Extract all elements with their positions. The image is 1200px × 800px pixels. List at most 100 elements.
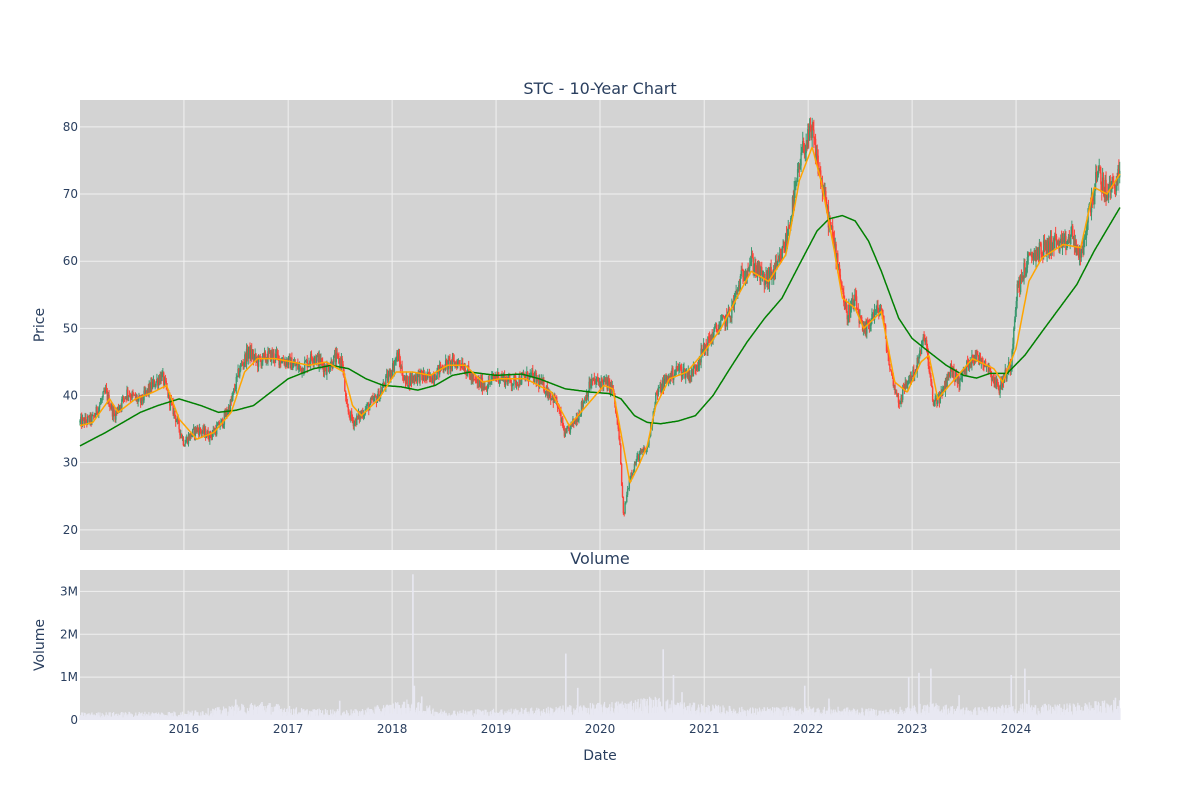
candle-body (1053, 240, 1055, 249)
candle-body (551, 395, 554, 399)
candle-body (847, 315, 849, 320)
candle-body (225, 410, 227, 417)
candle-body (327, 365, 330, 372)
candle-body (311, 359, 314, 362)
candle-body (866, 320, 869, 324)
candle-body (215, 429, 217, 435)
candle-body (386, 373, 388, 376)
volume-bar-spike (907, 677, 910, 720)
candle-body (212, 430, 214, 434)
candle-body (524, 376, 526, 379)
candle-body (957, 376, 959, 384)
candle-body (1034, 250, 1036, 261)
candle-body (834, 244, 836, 249)
candle-body (902, 388, 904, 400)
candle-body (192, 427, 195, 430)
x-tick-label: 2022 (793, 722, 824, 736)
candle-body (936, 398, 938, 405)
volume-bars (79, 574, 1121, 720)
candle-body (484, 386, 486, 388)
candle-body (476, 380, 478, 384)
candle-body (711, 335, 713, 341)
candle-body (315, 357, 317, 362)
candle-body (593, 377, 596, 382)
candle-body (117, 407, 120, 412)
candle-body (474, 379, 477, 381)
candle-body (561, 417, 564, 427)
candle-body (729, 316, 731, 318)
candle-body (397, 354, 400, 361)
candle-body (286, 360, 288, 366)
candle-body (390, 373, 392, 378)
candle-body (405, 375, 408, 382)
volume-bar (909, 708, 911, 720)
volume-bar (647, 705, 649, 720)
candle-body (313, 358, 315, 363)
candle-body (638, 453, 641, 461)
candle-body (483, 386, 485, 388)
candle-body (1010, 366, 1012, 371)
candle-body (943, 386, 945, 387)
volume-bar (588, 708, 590, 720)
candle-body (833, 238, 836, 249)
candle-body (556, 404, 559, 408)
candle-body (370, 399, 373, 400)
candle-body (713, 329, 715, 336)
candle-body (507, 379, 509, 384)
candle-body (89, 414, 91, 422)
candle-body (582, 402, 584, 407)
candle-body (615, 412, 618, 416)
volume-bar (890, 708, 892, 720)
candle-body (963, 369, 965, 374)
candle-body (948, 373, 950, 376)
candle-body (436, 369, 438, 380)
candle-body (1084, 238, 1087, 240)
candle-body (896, 392, 898, 395)
candle-body (632, 470, 635, 473)
volume-bar (404, 701, 406, 720)
candle-body (378, 390, 380, 401)
candle-body (126, 389, 128, 399)
candle-body (250, 349, 252, 359)
candle-body (347, 406, 349, 412)
candle-body (636, 455, 638, 462)
candle-body (698, 359, 701, 366)
volume-bar (785, 707, 787, 720)
candle-body (693, 365, 695, 368)
candle-body (114, 414, 116, 420)
candle-body (968, 365, 971, 367)
candle-body (113, 409, 115, 415)
candle-body (990, 374, 993, 381)
volume-bar (799, 708, 802, 720)
candle-body (246, 348, 249, 359)
candle-body (874, 310, 877, 312)
candle-body (912, 369, 914, 377)
candle-body (825, 191, 827, 202)
candle-body (389, 370, 391, 378)
candle-body (694, 365, 696, 370)
candle-body (1093, 195, 1095, 201)
volume-bar (786, 706, 788, 720)
candle-body (620, 444, 622, 464)
candle-body (525, 375, 527, 379)
candle-body (1048, 241, 1051, 252)
volume-bar (165, 714, 167, 720)
candle-body (996, 380, 999, 385)
candle-body (920, 344, 923, 355)
candle-body (1013, 319, 1016, 329)
candle-body (238, 368, 240, 377)
volume-bar (210, 713, 213, 720)
candle-body (660, 384, 662, 393)
candle-body (863, 326, 865, 332)
candle-body (885, 338, 888, 352)
candle-body (358, 412, 361, 420)
candle-body (234, 388, 237, 390)
candle-body (157, 378, 159, 386)
candle-body (1061, 237, 1064, 248)
candle-body (1028, 254, 1030, 255)
candle-body (597, 380, 600, 383)
candle-body (433, 378, 436, 382)
volume-bar (315, 710, 317, 720)
candle-body (617, 424, 619, 429)
volume-bar (844, 708, 846, 720)
